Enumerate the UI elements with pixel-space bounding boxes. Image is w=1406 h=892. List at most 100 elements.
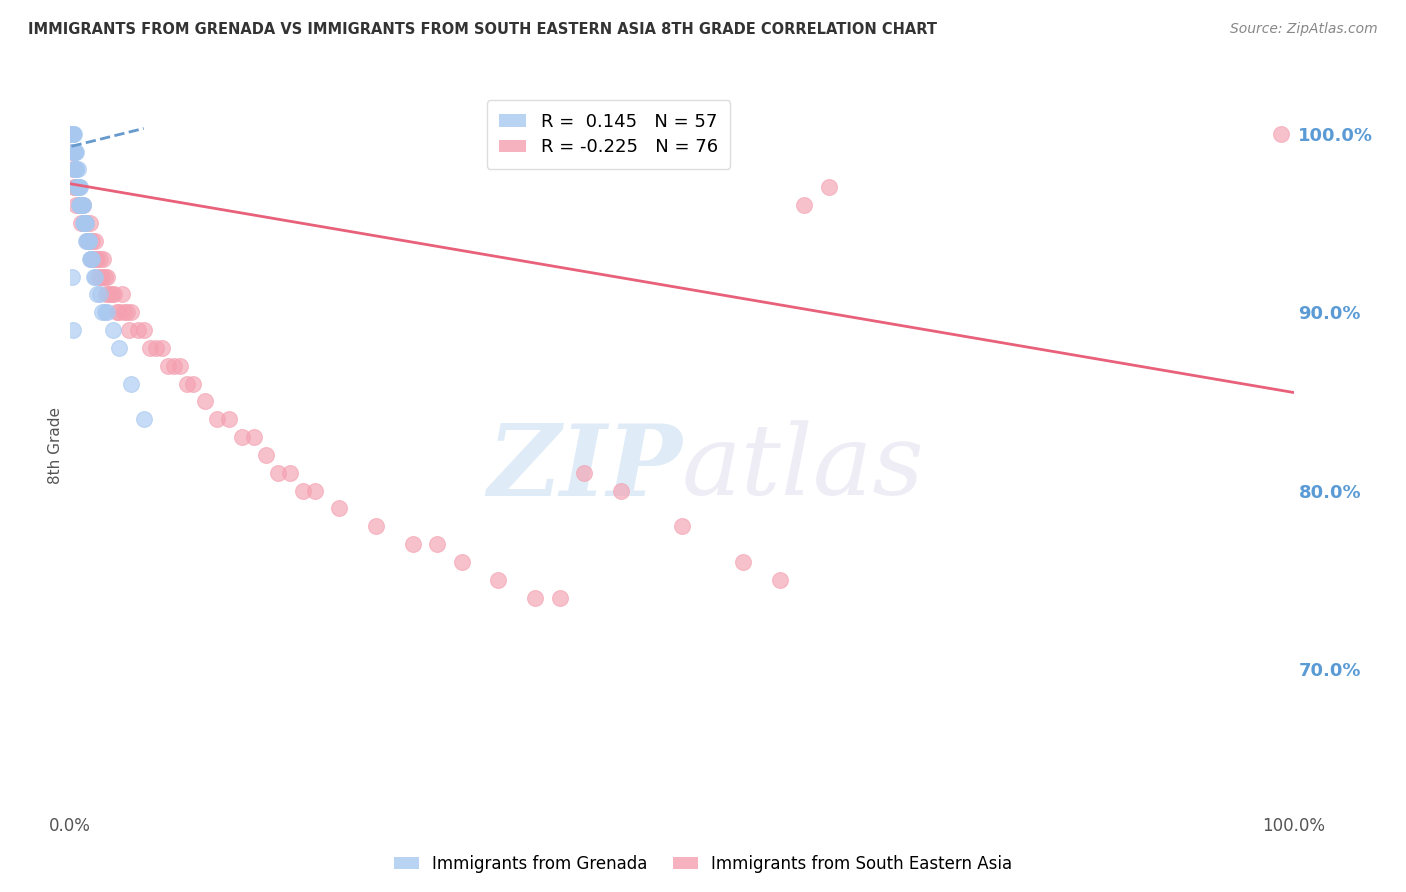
Point — [66, 180, 89, 194]
Point — [72, 198, 94, 212]
Point — [80, 252, 103, 266]
Point — [163, 359, 186, 373]
Point — [108, 305, 131, 319]
Point — [231, 430, 253, 444]
Point — [83, 269, 105, 284]
Point — [67, 180, 90, 194]
Text: atlas: atlas — [682, 420, 925, 516]
Point — [169, 359, 191, 373]
Text: Source: ZipAtlas.com: Source: ZipAtlas.com — [1230, 22, 1378, 37]
Point — [65, 162, 87, 177]
Point — [62, 145, 84, 159]
Point — [121, 376, 143, 391]
Point — [73, 216, 96, 230]
Text: IMMIGRANTS FROM GRENADA VS IMMIGRANTS FROM SOUTH EASTERN ASIA 8TH GRADE CORRELAT: IMMIGRANTS FROM GRENADA VS IMMIGRANTS FR… — [28, 22, 938, 37]
Point — [60, 127, 83, 141]
Point — [72, 216, 94, 230]
Point — [73, 216, 96, 230]
Point — [127, 323, 149, 337]
Point — [83, 234, 105, 248]
Point — [121, 305, 143, 319]
Point — [103, 287, 125, 301]
Y-axis label: 8th Grade: 8th Grade — [48, 408, 63, 484]
Point — [304, 483, 326, 498]
Point — [69, 180, 91, 194]
Point — [73, 216, 96, 230]
Point — [176, 376, 198, 391]
Point — [733, 555, 755, 569]
Point — [150, 341, 173, 355]
Point — [80, 252, 103, 266]
Point — [62, 145, 84, 159]
Point — [793, 198, 815, 212]
Point — [70, 216, 93, 230]
Point — [610, 483, 633, 498]
Point — [63, 180, 86, 194]
Point — [91, 269, 114, 284]
Point — [86, 287, 108, 301]
Point — [194, 394, 217, 409]
Point — [70, 198, 93, 212]
Point — [60, 127, 83, 141]
Point — [65, 145, 87, 159]
Point — [769, 573, 792, 587]
Point — [89, 252, 111, 266]
Point — [108, 341, 131, 355]
Point — [145, 341, 167, 355]
Point — [60, 127, 83, 141]
Point — [1270, 127, 1292, 141]
Point — [62, 127, 84, 141]
Point — [65, 162, 87, 177]
Point — [73, 216, 96, 230]
Point — [73, 216, 96, 230]
Point — [101, 323, 124, 337]
Point — [84, 252, 107, 266]
Point — [572, 466, 595, 480]
Point — [101, 287, 124, 301]
Point — [67, 198, 90, 212]
Point — [60, 269, 83, 284]
Point — [75, 216, 97, 230]
Text: ZIP: ZIP — [486, 420, 682, 516]
Point — [96, 305, 118, 319]
Point — [63, 145, 86, 159]
Point — [69, 198, 91, 212]
Point — [66, 162, 89, 177]
Point — [63, 145, 86, 159]
Point — [72, 198, 94, 212]
Point — [91, 252, 114, 266]
Point — [65, 180, 87, 194]
Point — [132, 412, 155, 426]
Point — [205, 412, 228, 426]
Point — [93, 305, 115, 319]
Point — [524, 591, 547, 605]
Point — [218, 412, 240, 426]
Point — [63, 127, 86, 141]
Point — [69, 198, 91, 212]
Point — [63, 145, 86, 159]
Point — [83, 269, 105, 284]
Point — [89, 287, 111, 301]
Point — [488, 573, 510, 587]
Point — [115, 305, 138, 319]
Point — [267, 466, 290, 480]
Point — [62, 323, 84, 337]
Point — [280, 466, 302, 480]
Point — [90, 269, 112, 284]
Point — [76, 234, 98, 248]
Point — [671, 519, 693, 533]
Point — [111, 287, 134, 301]
Point — [63, 162, 86, 177]
Point — [91, 305, 114, 319]
Point — [77, 234, 100, 248]
Point — [96, 269, 118, 284]
Point — [112, 305, 135, 319]
Point — [67, 198, 90, 212]
Point — [63, 145, 86, 159]
Point — [65, 198, 87, 212]
Point — [79, 216, 101, 230]
Point — [67, 180, 90, 194]
Point — [86, 252, 108, 266]
Point — [69, 198, 91, 212]
Point — [132, 323, 155, 337]
